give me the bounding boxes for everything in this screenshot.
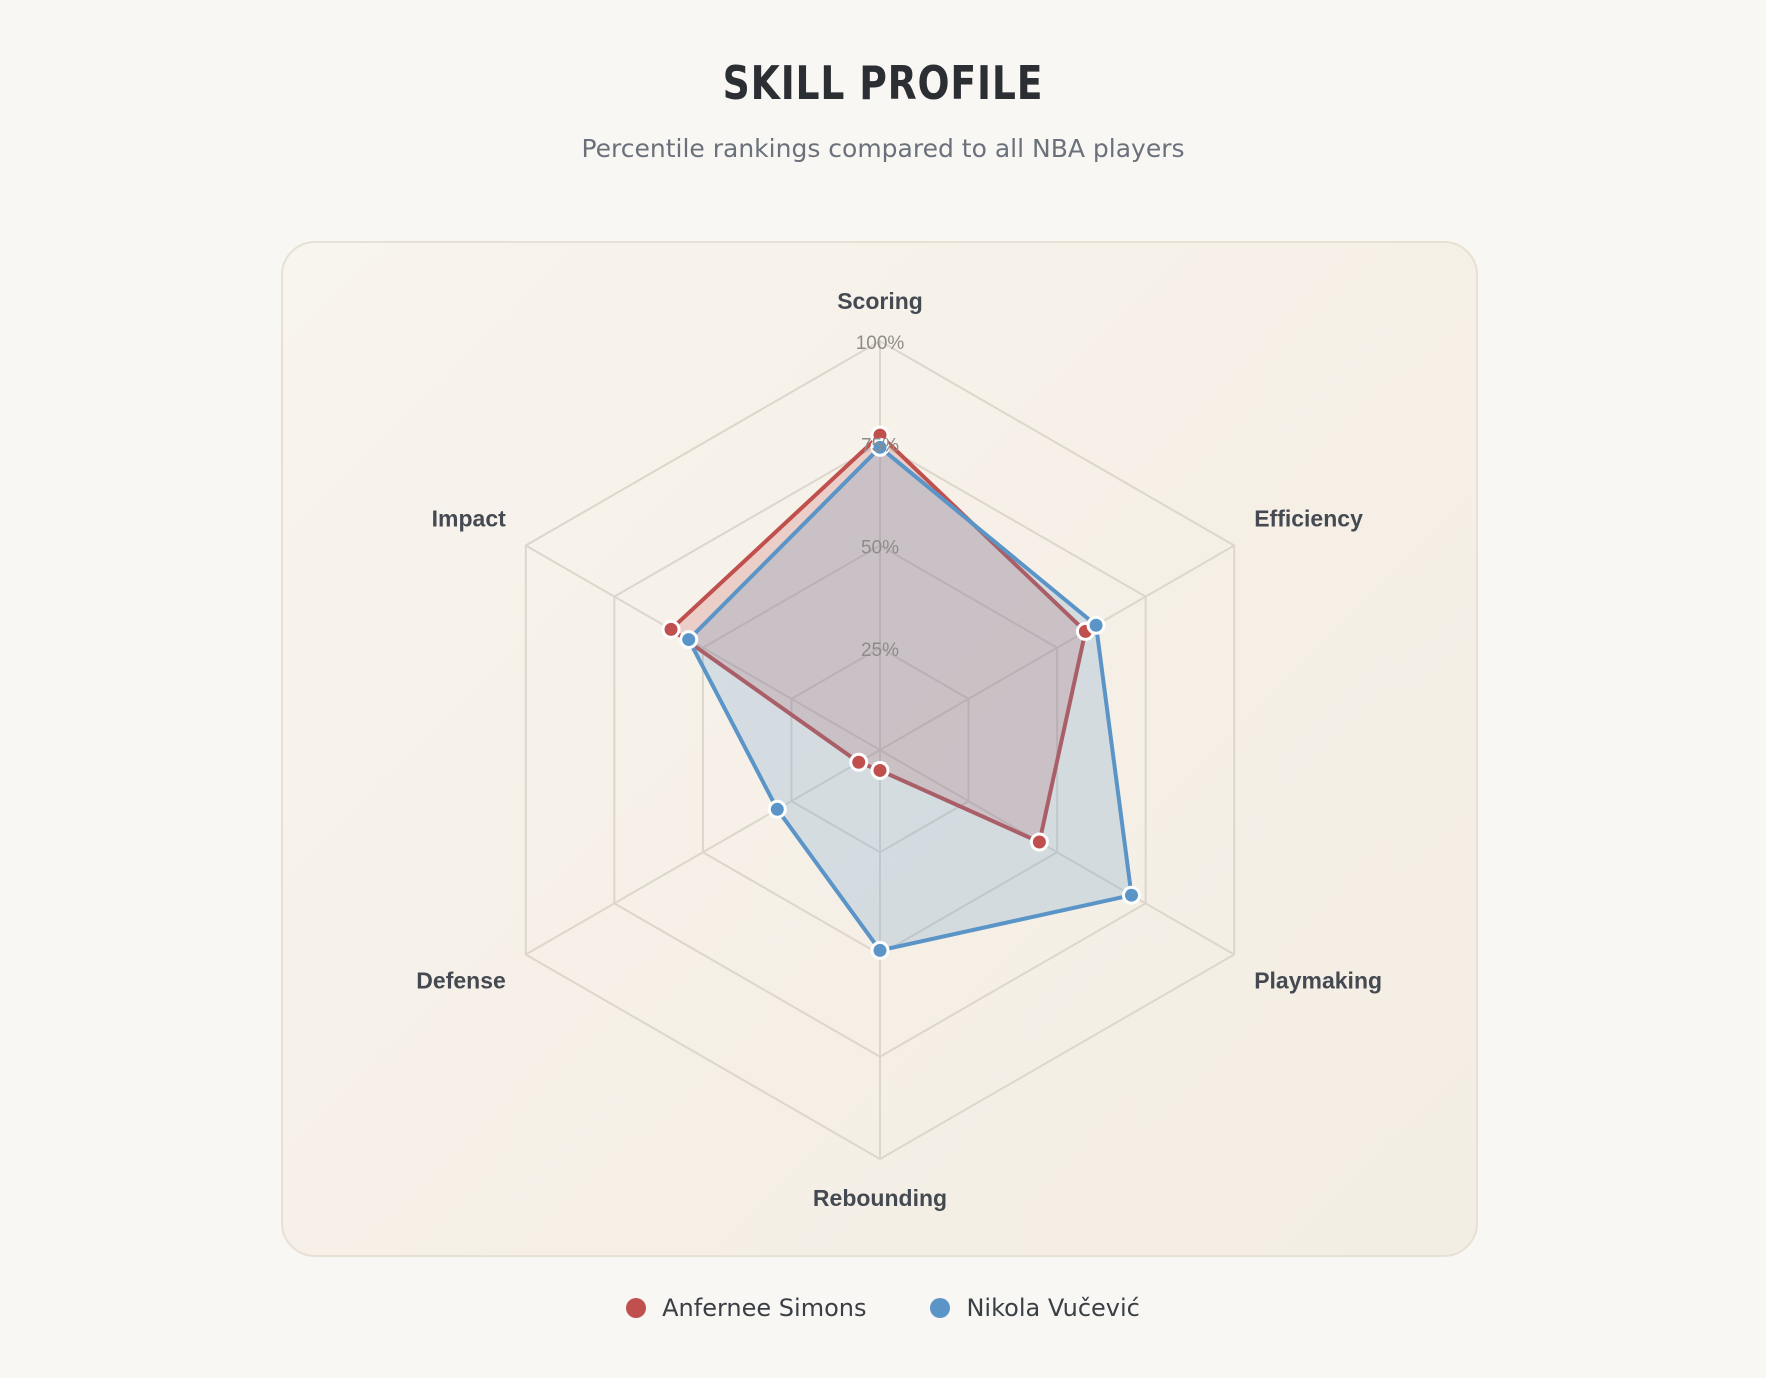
tick-label-75: 75% [861,435,899,456]
point-anfernee-simons-playmaking [1029,832,1049,852]
axis-label-efficiency: Efficiency [1254,506,1363,532]
point-nikola-vu-evi-impact [679,630,699,650]
point-anfernee-simons-impact [661,619,681,639]
chart-title: SKILL PROFILE [722,56,1044,110]
tick-label-50: 50% [861,538,899,559]
legend-swatch [626,1298,647,1318]
point-nikola-vu-evi-defense [767,799,787,819]
radar-series [661,425,1141,960]
legend-label: Anfernee Simons [662,1294,867,1322]
radar-axis-labels: Scoring Efficiency Playmaking Rebounding Def… [416,288,1382,1211]
tick-label-25: 25% [861,640,899,661]
axis-label-rebounding: Rebounding [813,1185,947,1211]
legend-item-nikola-vu-evi: Nikola Vučević [930,1294,1140,1322]
radar-tick-labels: 25% 50% 75% 100% [856,333,905,661]
tick-label-100: 100% [856,333,905,354]
axis-spoke-defense [525,749,881,956]
axis-label-playmaking: Playmaking [1254,968,1382,994]
legend-label: Nikola Vučević [966,1294,1140,1322]
axis-spoke-playmaking [879,749,1235,956]
axis-label-scoring: Scoring [837,288,923,314]
axis-label-defense: Defense [416,968,505,994]
legend-swatch [930,1298,951,1318]
point-nikola-vu-evi-rebounding [870,940,890,960]
chart-legend: Anfernee Simons Nikola Vučević [0,1294,1766,1322]
radar-grid [524,339,1236,1161]
point-nikola-vu-evi-scoring [870,437,890,457]
point-anfernee-simons-defense [849,752,869,772]
series-area-nikola-vu-evi [686,445,1134,953]
chart-subtitle: Percentile rankings compared to all NBA … [581,134,1185,163]
axis-spoke-efficiency [879,544,1235,751]
legend-item-anfernee-simons: Anfernee Simons [626,1294,866,1322]
point-anfernee-simons-rebounding [870,760,890,780]
point-nikola-vu-evi-playmaking [1121,885,1141,905]
axis-spoke-impact [525,544,881,751]
axis-label-impact: Impact [432,506,506,532]
point-nikola-vu-evi-efficiency [1086,615,1106,635]
